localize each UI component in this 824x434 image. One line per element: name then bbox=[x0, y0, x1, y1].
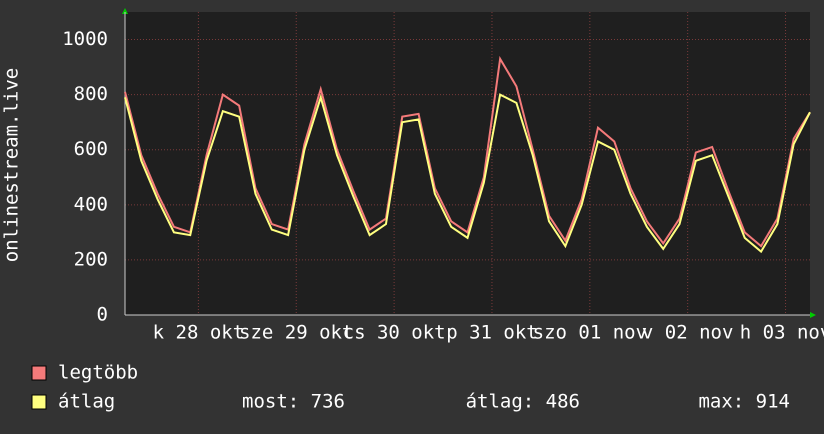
series-line bbox=[124, 55, 811, 248]
x-tick-label: v 02 nov bbox=[642, 322, 734, 344]
y-arrow bbox=[122, 8, 128, 14]
legend-label: átlag bbox=[58, 391, 115, 413]
y-tick-label: 800 bbox=[74, 83, 108, 105]
x-tick-label: cs 30 okt bbox=[343, 322, 446, 344]
legend-swatch bbox=[31, 365, 47, 381]
legend-swatch bbox=[31, 394, 47, 410]
x-tick-label: k 28 okt bbox=[153, 322, 245, 344]
x-tick-label: p 31 okt bbox=[446, 322, 538, 344]
y-tick-label: 200 bbox=[74, 248, 108, 270]
x-arrow bbox=[810, 312, 816, 318]
y-tick-label: 600 bbox=[74, 138, 108, 160]
y-axis-label: onlinestream.live bbox=[1, 68, 23, 262]
legend-stat: átlag: 486 bbox=[466, 391, 580, 413]
y-tick-label: 1000 bbox=[62, 28, 108, 50]
legend-label: legtöbb bbox=[58, 362, 138, 384]
y-tick-label: 400 bbox=[74, 193, 108, 215]
y-tick-label: 0 bbox=[97, 304, 108, 326]
plot-area bbox=[125, 12, 810, 315]
x-tick-label: szo 01 nov bbox=[533, 322, 647, 344]
series-line bbox=[124, 93, 811, 254]
legend-stat: max: 914 bbox=[698, 391, 790, 413]
x-tick-label: h 03 nov bbox=[740, 322, 824, 344]
legend-stat: most: 736 bbox=[242, 391, 345, 413]
x-tick-label: sze 29 okt bbox=[239, 322, 353, 344]
